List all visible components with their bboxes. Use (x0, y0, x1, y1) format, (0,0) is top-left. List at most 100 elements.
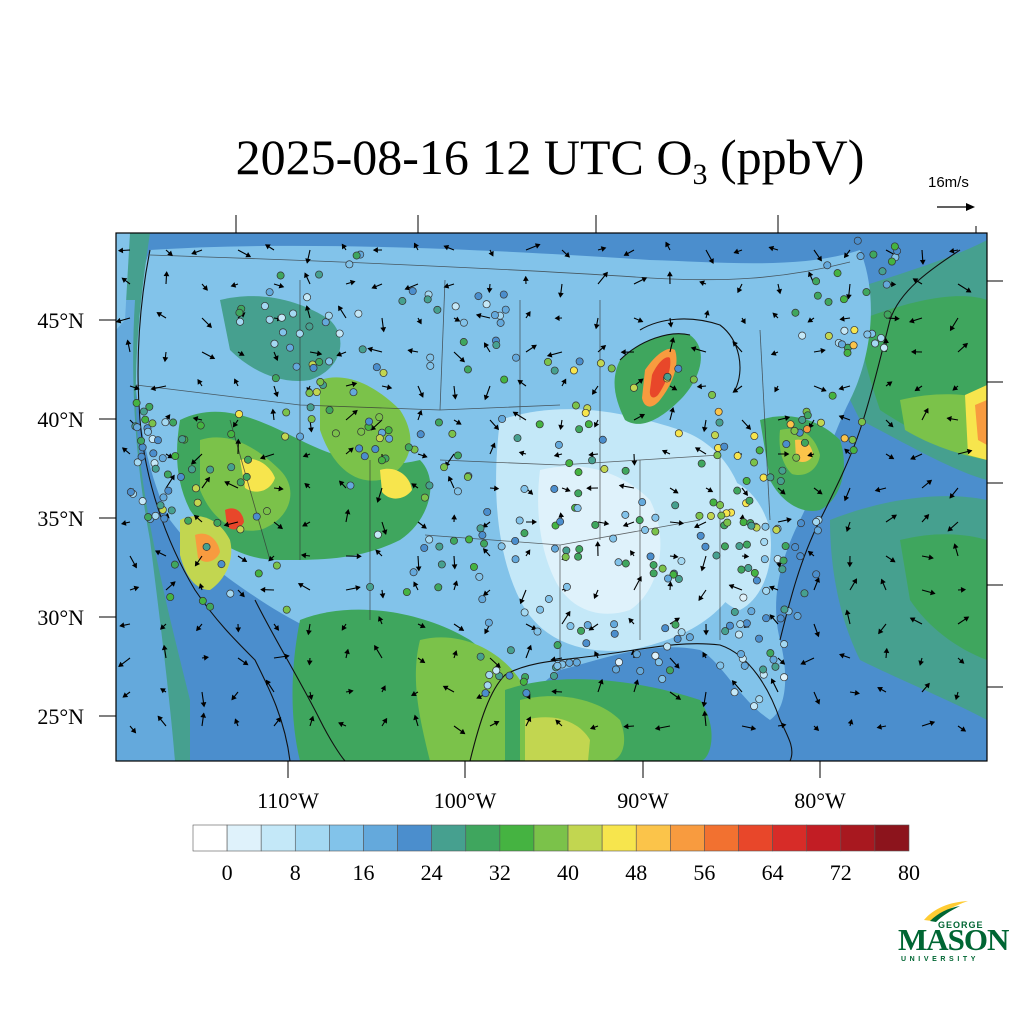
wind-vector-arrow (667, 581, 674, 591)
monitoring-site-marker (533, 627, 542, 636)
monitoring-site-marker (696, 531, 705, 540)
monitoring-site-marker (481, 689, 490, 698)
monitoring-site-marker (887, 257, 896, 266)
george-mason-logo: GEORGE MASON UNIVERSITY (898, 900, 1009, 970)
monitoring-site-marker (132, 399, 141, 407)
monitoring-site-marker (282, 605, 291, 614)
wind-vector-arrow (588, 451, 599, 458)
wind-vector-arrow (379, 589, 386, 599)
monitoring-site-marker (663, 642, 672, 651)
monitoring-site-marker (853, 236, 862, 245)
monitoring-site-marker (265, 288, 274, 297)
wind-vector-arrow (847, 719, 854, 727)
monitoring-site-marker (669, 570, 678, 579)
monitoring-site-marker (610, 629, 619, 638)
monitoring-site-marker (673, 634, 682, 643)
monitoring-site-marker (562, 546, 571, 555)
wind-vector-arrow (201, 317, 212, 329)
monitoring-site-marker (711, 431, 719, 440)
monitoring-site-marker (236, 317, 245, 326)
monitoring-site-marker (236, 525, 245, 534)
wind-vector-arrow (594, 541, 601, 557)
wind-vector-arrow (623, 723, 635, 730)
wind-vector-arrow (201, 283, 208, 291)
monitoring-site-marker (584, 420, 593, 429)
logo-mason-text: MASON (898, 922, 1009, 957)
monitoring-site-marker (158, 454, 167, 463)
wind-vector-arrow (770, 350, 779, 356)
wind-vector-arrow (769, 614, 779, 625)
wind-vector-arrow (912, 278, 923, 285)
monitoring-site-marker (160, 514, 169, 523)
wind-vector-arrow (376, 487, 383, 503)
wind-vector-arrow (233, 378, 240, 387)
monitoring-site-marker (499, 290, 508, 299)
wind-vector-arrow (525, 243, 541, 251)
wind-vector-arrow (633, 679, 640, 693)
wind-vector-arrow (525, 519, 538, 525)
wind-vector-arrow (475, 313, 491, 319)
wind-vector-arrow (300, 552, 311, 559)
monitoring-site-marker (485, 670, 494, 679)
wind-vector-arrow (237, 657, 249, 666)
monitoring-site-marker (781, 542, 790, 550)
monitoring-site-marker (377, 456, 386, 465)
monitoring-site-marker (352, 251, 361, 260)
wind-vector-arrow (586, 485, 599, 492)
monitoring-site-marker (780, 605, 789, 614)
colorbar-swatch (772, 824, 808, 852)
wind-vector-arrow (693, 521, 707, 529)
monitoring-site-marker (544, 358, 552, 366)
wind-vector-arrow (813, 249, 822, 262)
wind-vector-arrow (150, 385, 167, 392)
monitoring-site-marker (575, 545, 584, 554)
monitoring-site-marker (306, 403, 315, 412)
monitoring-site-marker (409, 568, 418, 577)
wind-vector-arrow (489, 657, 501, 668)
wind-vector-arrow (129, 555, 137, 569)
wind-vector-reference-arrow (937, 203, 975, 211)
wind-vector-arrow (701, 691, 708, 708)
wind-vector-arrow (558, 283, 564, 298)
monitoring-site-marker (798, 331, 807, 340)
frame-ticks (99, 215, 1003, 778)
monitoring-site-marker (425, 535, 434, 544)
monitoring-site-marker (513, 434, 522, 442)
monitoring-site-marker (138, 443, 147, 452)
monitoring-site-marker (561, 553, 570, 561)
wind-vector-arrow (741, 553, 750, 560)
monitoring-site-marker (712, 551, 721, 560)
monitoring-site-marker (491, 311, 499, 320)
wind-vector-arrow (273, 282, 285, 289)
wind-vector-arrow (122, 691, 131, 698)
wind-vector-arrow (740, 317, 746, 325)
wind-vector-arrow (273, 521, 283, 530)
monitoring-site-marker (720, 542, 729, 551)
wind-vector-arrow (304, 482, 311, 489)
monitoring-site-marker (164, 486, 173, 495)
colorbar-swatch (192, 824, 228, 852)
monitoring-site-marker (307, 415, 316, 424)
monitoring-site-marker (739, 518, 748, 527)
monitoring-site-marker (598, 435, 607, 444)
monitoring-site-marker (766, 473, 775, 482)
wind-vector-arrow (489, 485, 500, 492)
monitoring-site-marker (577, 626, 586, 635)
wind-vector-arrow (561, 610, 571, 625)
wind-vector-arrow (223, 521, 239, 528)
colorbar-tick-label: 32 (489, 860, 511, 885)
colorbar-swatch (329, 824, 364, 852)
wind-vector-arrow (661, 449, 671, 455)
monitoring-site-marker (565, 658, 574, 667)
colorbar-swatch (840, 824, 876, 852)
monitoring-site-marker (206, 602, 215, 611)
wind-vector-arrow (705, 249, 714, 264)
wind-vector-arrow (447, 475, 455, 489)
wind-vector-reference-label: 16m/s (928, 174, 969, 191)
monitoring-site-marker (276, 271, 285, 280)
wind-vector-arrow (453, 316, 461, 322)
monitoring-site-marker (271, 374, 280, 383)
monitoring-site-marker (335, 329, 344, 338)
wind-vector-arrow (519, 589, 527, 605)
